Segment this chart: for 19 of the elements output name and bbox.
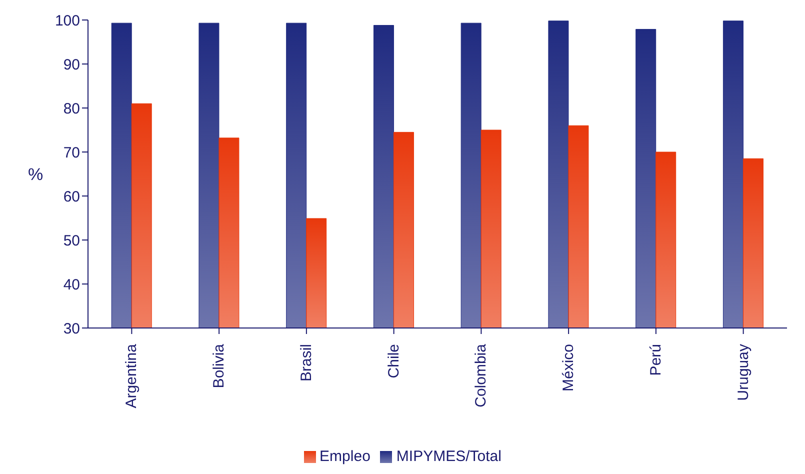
y-tick-label: 70 bbox=[63, 144, 80, 162]
x-tick-label: Perú bbox=[647, 344, 664, 376]
legend-label: MIPYMES/Total bbox=[396, 448, 502, 465]
y-tick-label: 100 bbox=[54, 12, 80, 30]
y-tick-label: 80 bbox=[63, 100, 80, 118]
x-tick-label: Argentina bbox=[123, 343, 140, 408]
y-tick-label: 30 bbox=[63, 320, 80, 338]
x-tick-label: México bbox=[560, 344, 578, 392]
y-tick-label: 60 bbox=[63, 188, 80, 206]
y-tick-label: 50 bbox=[63, 232, 80, 250]
y-tick-label: 40 bbox=[63, 276, 80, 294]
x-tick-label: Chile bbox=[385, 344, 402, 378]
y-axis-title: % bbox=[28, 165, 44, 184]
x-tick-label: Bolivia bbox=[210, 343, 228, 388]
y-tick-label: 90 bbox=[63, 56, 80, 74]
x-tick-label: Uruguay bbox=[734, 344, 752, 401]
x-tick-label: Colombia bbox=[472, 343, 490, 408]
legend-label: Empleo bbox=[320, 448, 370, 465]
x-tick-label: Brasil bbox=[298, 344, 315, 382]
